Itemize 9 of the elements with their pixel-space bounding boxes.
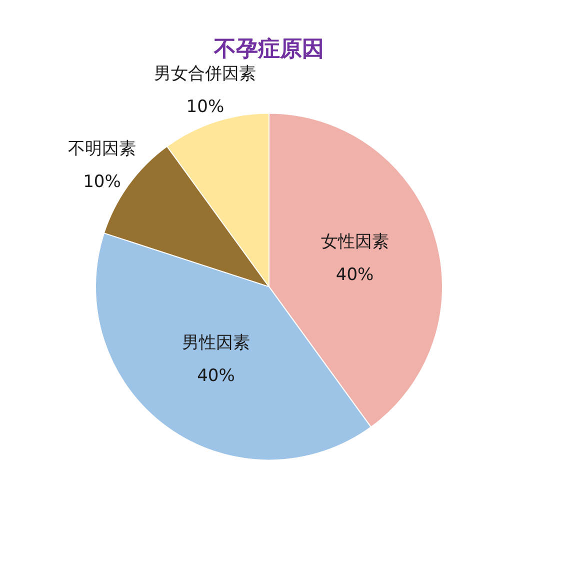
slice-label: 女性因素 xyxy=(320,232,389,252)
slice-label: 男女合併因素 xyxy=(154,64,256,84)
data-label: 40% xyxy=(336,265,374,286)
slice-label: 男性因素 xyxy=(182,333,250,354)
data-label: 10% xyxy=(186,96,224,117)
data-label: 10% xyxy=(83,172,121,192)
chart-title: 不孕症原因 xyxy=(213,36,324,62)
slice-label: 不明因素 xyxy=(68,138,136,159)
data-label: 40% xyxy=(197,366,235,386)
